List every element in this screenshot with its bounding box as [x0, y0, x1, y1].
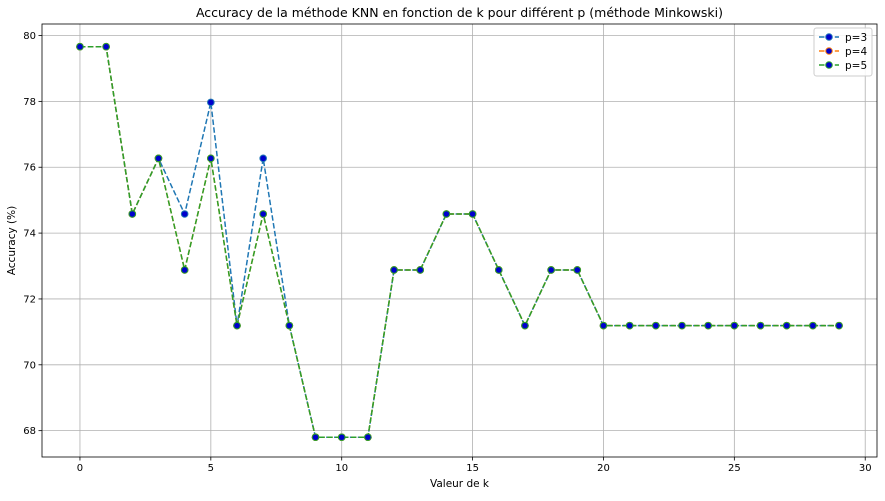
y-tick-label: 70 [23, 360, 36, 371]
data-point [442, 210, 451, 218]
data-point [207, 98, 215, 107]
legend-item: p=5 [819, 60, 867, 72]
data-point [154, 154, 163, 163]
series-p-5 [76, 42, 843, 442]
data-point [468, 210, 477, 218]
x-tick-label: 5 [208, 463, 214, 474]
legend-label: p=5 [845, 60, 867, 72]
data-point [652, 321, 660, 330]
data-point [416, 266, 425, 274]
legend-item: p=4 [819, 46, 867, 58]
y-tick-label: 68 [23, 426, 36, 437]
series-line [79, 45, 840, 438]
data-point [494, 266, 503, 274]
data-point [547, 266, 555, 274]
legend-label: p=4 [845, 46, 867, 58]
data-point [599, 321, 608, 330]
y-tick-label: 78 [23, 97, 36, 108]
data-point [835, 321, 843, 330]
legend: p=3 p=4 p=5 [813, 27, 873, 77]
legend-marker [825, 33, 833, 41]
x-tick-label: 15 [466, 463, 479, 474]
x-tick-label: 0 [77, 463, 83, 474]
data-point [259, 154, 267, 163]
data-point [259, 210, 267, 218]
data-point [521, 321, 529, 330]
legend-marker [825, 47, 833, 55]
axis-ticks: 0 5 10 15 20 25 30 68 70 72 74 76 78 80 [23, 31, 871, 474]
legend-label: p=3 [845, 32, 867, 44]
x-tick-label: 30 [859, 463, 872, 474]
x-tick-label: 20 [597, 463, 610, 474]
x-tick-label: 25 [728, 463, 741, 474]
chart-title: Accuracy de la méthode KNN en fonction d… [196, 5, 723, 20]
data-point [337, 433, 346, 442]
data-point [233, 321, 241, 330]
data-point [311, 433, 320, 442]
x-tick-label: 10 [335, 463, 348, 474]
y-tick-label: 72 [23, 294, 36, 305]
y-tick-label: 74 [23, 229, 36, 240]
data-point [809, 321, 817, 330]
data-point [782, 321, 791, 330]
data-point [730, 321, 739, 330]
data-point [207, 154, 215, 163]
legend-marker [825, 61, 833, 69]
data-point [704, 321, 712, 330]
data-point [573, 266, 582, 274]
y-tick-label: 80 [23, 31, 36, 42]
data-point [102, 42, 110, 51]
y-tick-label: 76 [23, 163, 36, 174]
y-axis-label: Accuracy (%) [6, 206, 18, 275]
data-point [390, 266, 398, 274]
series-lines [76, 42, 843, 442]
data-point [364, 433, 372, 442]
grid [42, 24, 877, 457]
data-point [625, 321, 634, 330]
data-point [76, 42, 84, 51]
data-point [756, 321, 765, 330]
x-axis-label: Valeur de k [430, 478, 490, 490]
legend-item: p=3 [819, 32, 867, 44]
data-point [285, 321, 294, 330]
data-point [180, 210, 189, 218]
data-point [180, 266, 189, 274]
plot-frame [41, 23, 878, 458]
data-point [128, 210, 137, 218]
data-point [678, 321, 686, 330]
